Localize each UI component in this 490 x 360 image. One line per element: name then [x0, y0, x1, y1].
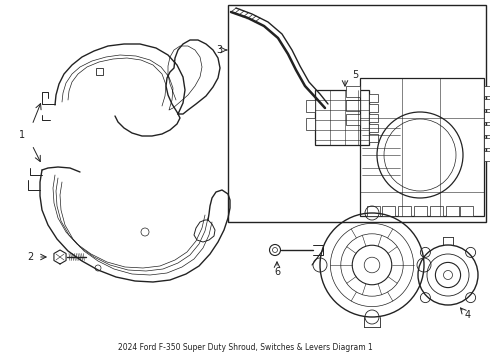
- Bar: [346, 86, 360, 97]
- Bar: [484, 125, 490, 135]
- Bar: [346, 100, 360, 111]
- Bar: [430, 206, 443, 216]
- Text: 4: 4: [465, 310, 471, 320]
- Text: 2: 2: [27, 252, 33, 262]
- Bar: [360, 78, 484, 216]
- Bar: [346, 114, 360, 125]
- Text: 1: 1: [19, 130, 25, 140]
- Bar: [367, 206, 380, 216]
- Text: 5: 5: [352, 70, 358, 80]
- Bar: [382, 206, 395, 216]
- Bar: [369, 134, 378, 142]
- Bar: [228, 5, 486, 222]
- Bar: [460, 206, 473, 216]
- Bar: [315, 90, 369, 145]
- Bar: [306, 100, 315, 112]
- Bar: [414, 206, 427, 216]
- Bar: [484, 112, 490, 122]
- Bar: [484, 86, 490, 96]
- Bar: [369, 94, 378, 102]
- Bar: [484, 138, 490, 148]
- Bar: [369, 124, 378, 132]
- Bar: [446, 206, 459, 216]
- Text: 2024 Ford F-350 Super Duty Shroud, Switches & Levers Diagram 1: 2024 Ford F-350 Super Duty Shroud, Switc…: [118, 343, 372, 352]
- Bar: [306, 118, 315, 130]
- Bar: [484, 99, 490, 109]
- Bar: [96, 68, 103, 75]
- Bar: [398, 206, 411, 216]
- Text: 6: 6: [274, 267, 280, 277]
- Bar: [484, 151, 490, 161]
- Bar: [369, 104, 378, 112]
- Text: 3: 3: [216, 45, 222, 55]
- Bar: [369, 114, 378, 122]
